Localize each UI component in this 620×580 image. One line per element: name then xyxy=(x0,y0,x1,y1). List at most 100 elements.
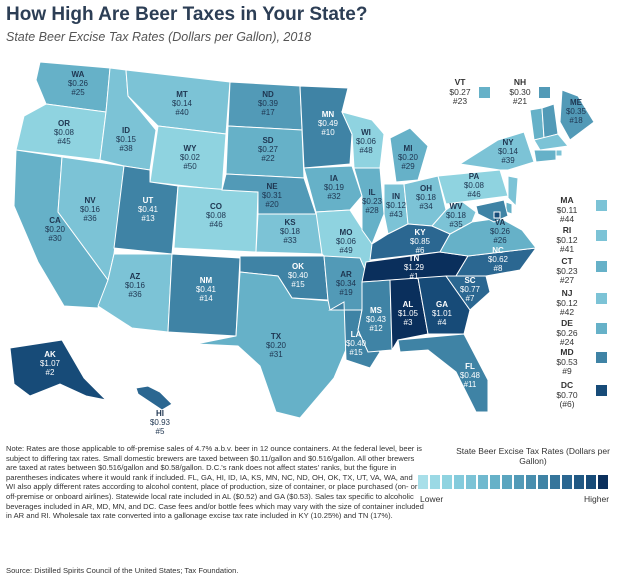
state-label-me-abbr: ME xyxy=(570,98,583,107)
state-label-sc-rate: $0.77 xyxy=(460,285,481,294)
callout-nh-abbr: NH xyxy=(513,77,527,87)
state-label-ny-rate: $0.14 xyxy=(498,147,519,156)
state-label-mi-rate: $0.20 xyxy=(398,153,419,162)
state-label-or-rank: #45 xyxy=(57,137,71,146)
state-label-nd-abbr: ND xyxy=(262,90,274,99)
state-label-fl-rate: $0.48 xyxy=(460,371,481,380)
state-shape-or xyxy=(15,103,107,161)
state-label-wi-abbr: WI xyxy=(361,128,371,137)
state-label-in-abbr: IN xyxy=(392,192,400,201)
color-legend-bar xyxy=(418,475,608,489)
legend-high-label: Higher xyxy=(584,494,610,504)
state-label-oh-rank: #34 xyxy=(419,202,433,211)
state-label-ky-rank: #6 xyxy=(416,246,425,255)
side-de-abbr: DE xyxy=(561,318,573,328)
state-label-ok-rate: $0.40 xyxy=(288,271,309,280)
state-label-pa-rate: $0.08 xyxy=(464,181,485,190)
legend-swatch-8 xyxy=(502,475,512,489)
legend-swatch-10 xyxy=(526,475,536,489)
legend-swatch-7 xyxy=(490,475,500,489)
state-label-tx-rate: $0.20 xyxy=(266,341,287,350)
legend-swatch-13 xyxy=(562,475,572,489)
callout-label-vt: VT $0.27 #23 xyxy=(443,77,477,107)
state-label-mo-rank: #49 xyxy=(339,246,353,255)
state-label-id-abbr: ID xyxy=(122,126,130,135)
state-shape-nj xyxy=(507,175,519,208)
state-label-nv-rank: #36 xyxy=(83,214,97,223)
state-label-ut-rate: $0.41 xyxy=(138,205,159,214)
legend-swatch-14 xyxy=(574,475,584,489)
state-label-al-abbr: AL xyxy=(403,300,414,309)
side-nj-rank: #42 xyxy=(559,307,575,317)
callout-nh-rate: $0.30 xyxy=(509,86,531,97)
state-shape-ct xyxy=(533,149,557,163)
state-label-ga-abbr: GA xyxy=(436,300,448,309)
side-label-ri: RI $0.12 #41 xyxy=(550,225,584,255)
state-label-ut-rank: #13 xyxy=(141,214,155,223)
state-label-wy-rate: $0.02 xyxy=(180,153,201,162)
state-label-ca-rank: #30 xyxy=(48,234,62,243)
state-label-va-rank: #26 xyxy=(493,236,507,245)
state-label-tn-abbr: TN xyxy=(409,254,420,263)
state-label-or-abbr: OR xyxy=(58,119,70,128)
side-ct-abbr: CT xyxy=(561,256,573,266)
state-shape-ak xyxy=(9,339,108,401)
state-label-ms-rate: $0.43 xyxy=(366,315,387,324)
legend-swatch-16 xyxy=(598,475,608,489)
state-label-ky-rate: $0.85 xyxy=(410,237,431,246)
state-label-nc-abbr: NC xyxy=(492,246,504,255)
side-label-ct: CT $0.23 #27 xyxy=(550,256,584,286)
state-label-ca-abbr: CA xyxy=(49,216,61,225)
state-label-ms-abbr: MS xyxy=(370,306,383,315)
side-ma-abbr: MA xyxy=(560,195,574,205)
state-label-ny-rank: #39 xyxy=(501,156,515,165)
state-shape-fl xyxy=(397,333,489,413)
legend-swatch-3 xyxy=(442,475,452,489)
state-label-co-abbr: CO xyxy=(210,202,222,211)
state-label-va-rate: $0.26 xyxy=(490,227,511,236)
side-label-dc: DC $0.70 (#6) xyxy=(550,380,584,410)
state-label-sc-rank: #7 xyxy=(466,294,475,303)
state-label-ar-rate: $0.34 xyxy=(336,279,357,288)
state-label-co-rank: #46 xyxy=(209,220,223,229)
state-label-ok-rank: #15 xyxy=(291,280,305,289)
state-label-tn-rate: $1.29 xyxy=(404,263,425,272)
legend-low-label: Lower xyxy=(420,494,444,504)
side-swatch-ri xyxy=(596,230,607,241)
state-shape-hi xyxy=(135,385,173,411)
side-label-ma: MA $0.11 #44 xyxy=(550,195,584,225)
state-shape-nc xyxy=(455,247,538,277)
state-label-ky-abbr: KY xyxy=(414,228,426,237)
callout-swatch-vt xyxy=(479,87,490,98)
state-label-il-abbr: IL xyxy=(368,188,375,197)
legend-swatch-15 xyxy=(586,475,596,489)
state-shape-mi xyxy=(389,127,429,183)
callout-vt-rank: #23 xyxy=(452,96,468,106)
side-ct-rate: $0.23 xyxy=(556,265,578,276)
state-label-ny-abbr: NY xyxy=(502,138,514,147)
state-label-wy-rank: #50 xyxy=(183,162,197,171)
state-label-me-rank: #18 xyxy=(569,116,583,125)
state-shape-dc xyxy=(493,211,501,219)
state-label-az-rate: $0.16 xyxy=(125,281,146,290)
state-label-tx-rank: #31 xyxy=(269,350,283,359)
side-md-rank: #9 xyxy=(562,366,572,376)
state-label-sc-abbr: SC xyxy=(464,276,475,285)
side-label-md: MD $0.53 #9 xyxy=(550,347,584,377)
state-label-nv-abbr: NV xyxy=(84,196,96,205)
side-de-rank: #24 xyxy=(559,337,575,347)
state-label-al-rate: $1.05 xyxy=(398,309,419,318)
state-label-nd-rate: $0.39 xyxy=(258,99,279,108)
map-title: How High Are Beer Taxes in Your State? xyxy=(6,4,368,25)
state-label-tx-abbr: TX xyxy=(271,332,282,341)
state-label-id-rate: $0.15 xyxy=(116,135,137,144)
state-label-il-rank: #28 xyxy=(365,206,379,215)
state-label-ne-rate: $0.31 xyxy=(262,191,283,200)
state-label-or-rate: $0.08 xyxy=(54,128,75,137)
side-swatch-ma xyxy=(596,200,607,211)
state-shape-ny xyxy=(458,131,535,171)
state-label-ne-rank: #20 xyxy=(265,200,279,209)
legend-swatch-12 xyxy=(550,475,560,489)
state-label-ok-abbr: OK xyxy=(292,262,304,271)
state-label-mn-abbr: MN xyxy=(322,110,335,119)
